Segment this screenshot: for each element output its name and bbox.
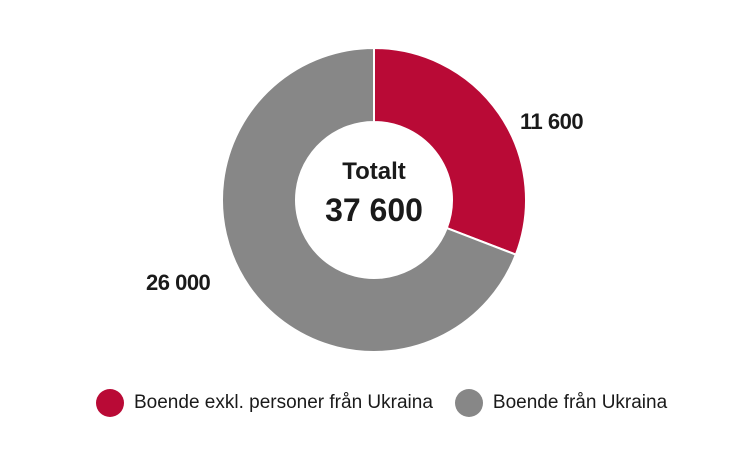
legend-swatch-gray bbox=[454, 389, 483, 417]
donut-slice bbox=[221, 46, 518, 353]
legend-label: Boende exkl. personer från Ukraina bbox=[134, 392, 433, 413]
donut-slice bbox=[373, 46, 527, 256]
center-title: Totalt bbox=[342, 158, 406, 185]
legend-item-ukraine: Boende från Ukraina bbox=[454, 389, 668, 417]
slice-label-non-ukraine: 11 600 bbox=[520, 109, 584, 134]
legend-label: Boende från Ukraina bbox=[492, 392, 668, 413]
center-total: 37 600 bbox=[325, 192, 423, 228]
legend: Boende exkl. personer från Ukraina Boend… bbox=[96, 389, 689, 417]
legend-swatch-red bbox=[96, 389, 124, 417]
legend-item-non-ukraine: Boende exkl. personer från Ukraina bbox=[96, 389, 433, 417]
slice-label-ukraine: 26 000 bbox=[146, 270, 211, 295]
